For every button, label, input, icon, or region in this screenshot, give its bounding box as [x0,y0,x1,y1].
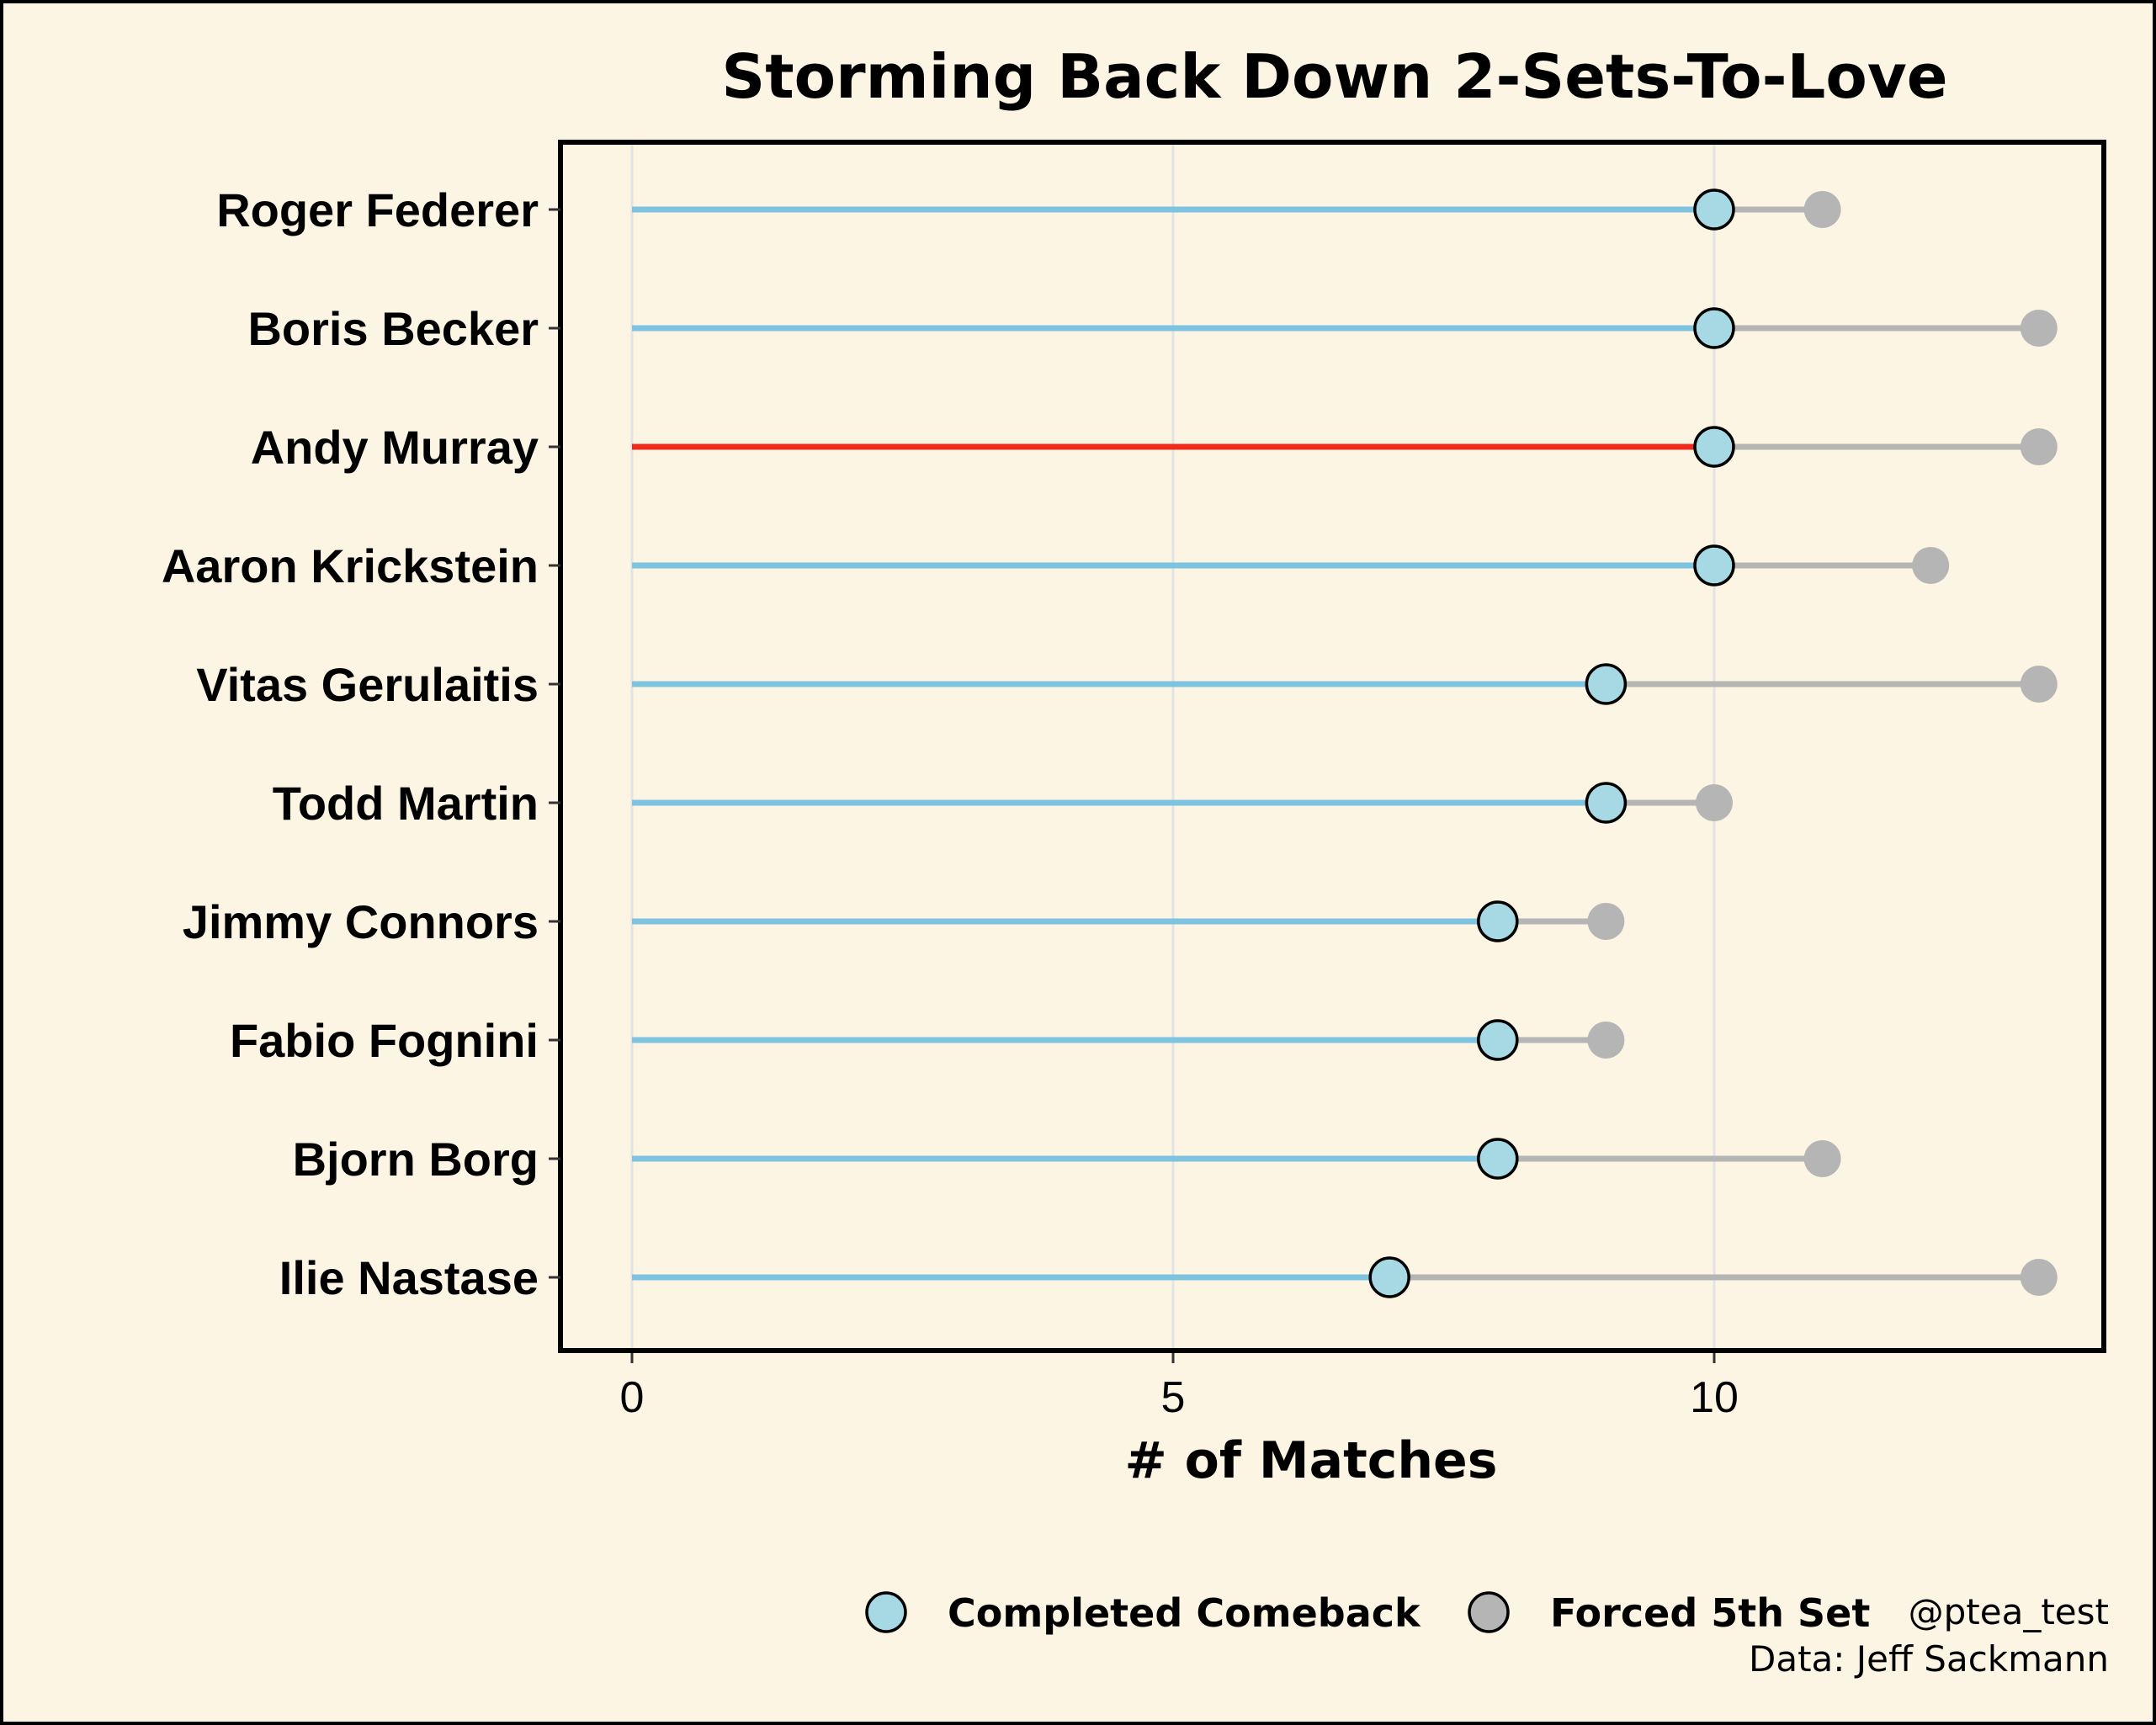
caption-source: Data: Jeff Sackmann [1749,1638,2109,1680]
y-axis-label: Roger Federer [216,183,539,236]
y-axis-label: Todd Martin [273,777,539,830]
x-axis-label: # of Matches [1125,1431,1498,1490]
y-axis-label: Fabio Fognini [230,1014,539,1067]
lollipop-lines [632,206,2039,1281]
legend-completed-marker [865,1591,907,1633]
chart-svg: Storming Back Down 2-Sets-To-Love Roger … [162,41,2109,1680]
caption-handle: @ptea_test [1909,1591,2109,1632]
y-axis-label: Vitas Gerulaitis [196,658,539,711]
completed-point [1477,1019,1519,1061]
forced-point [1587,1022,1625,1059]
forced-point [2020,310,2058,347]
completed-point [1693,426,1735,468]
y-axis-labels: Roger Federer Boris Becker Andy Murray Aaro… [162,183,560,1304]
forced-point [1587,903,1625,940]
x-axis-ticks: 0 5 10 [620,1353,1739,1422]
y-axis-label: Jimmy Connors [183,895,539,948]
y-axis-label: Aaron Krickstein [162,539,539,592]
legend: Completed Comeback Forced 5th Set [865,1590,1870,1636]
y-axis-label: Ilie Nastase [279,1251,539,1304]
completed-point [1477,900,1519,942]
completed-point [1585,782,1628,824]
completed-point [1368,1256,1410,1298]
y-axis-label: Andy Murray [251,421,539,474]
forced-point [2020,666,2058,703]
legend-forced-label: Forced 5th Set [1550,1590,1870,1636]
chart-title: Storming Back Down 2-Sets-To-Love [721,41,1947,112]
completed-point [1693,544,1735,586]
forced-point [1696,784,1733,821]
legend-completed-label: Completed Comeback [948,1590,1421,1636]
forced-point [2020,1259,2058,1296]
grid-layer [630,142,1716,1351]
forced-point [1912,547,1950,584]
completed-point [1477,1138,1519,1180]
y-axis-label: Bjorn Borg [293,1133,539,1186]
x-tick-label: 5 [1161,1373,1186,1422]
completed-point [1693,188,1735,231]
legend-forced-marker [1468,1591,1510,1633]
x-tick-label: 10 [1690,1373,1739,1422]
y-axis-label: Boris Becker [247,302,539,355]
forced-point [1803,191,1841,228]
plot-border [558,140,2106,1353]
forced-point [2020,428,2058,465]
completed-point [1585,663,1628,705]
completed-point [1693,307,1735,349]
lollipop-dots [1368,188,2058,1298]
x-tick-label: 0 [620,1373,645,1422]
forced-point [1803,1140,1841,1177]
